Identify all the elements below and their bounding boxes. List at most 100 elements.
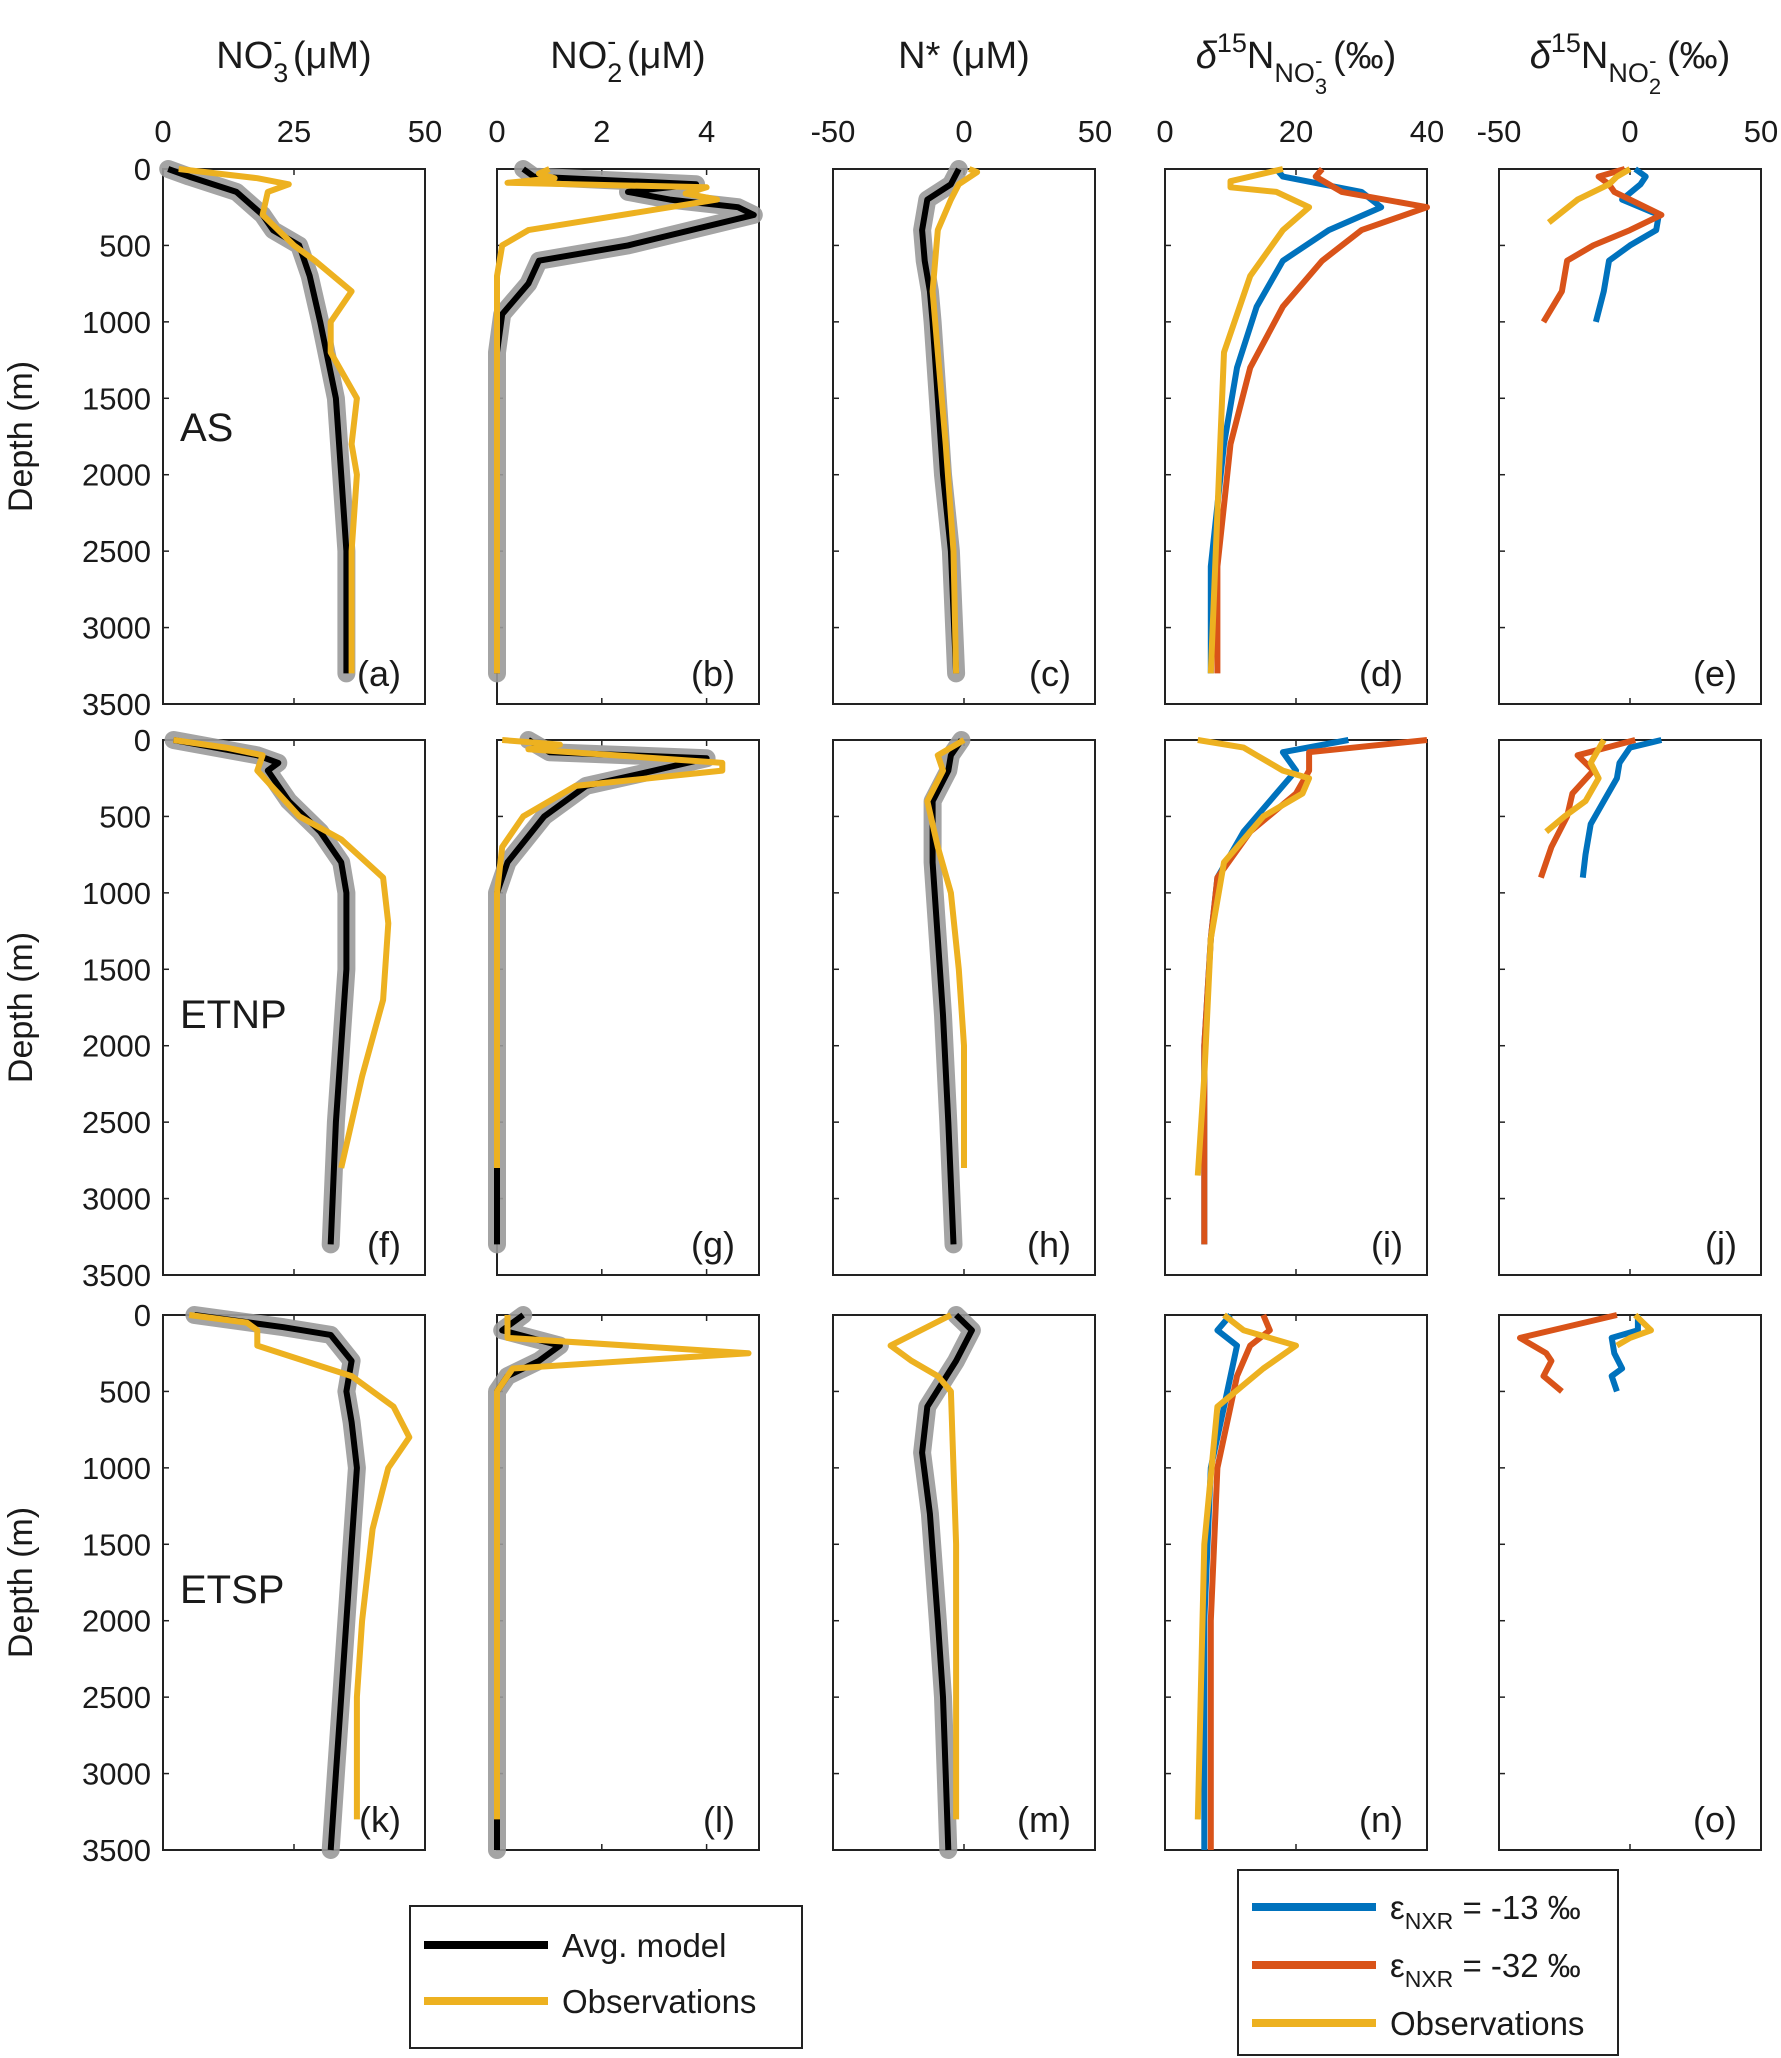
nxr-32-line xyxy=(1517,1312,1618,1394)
header-unit: (‰) xyxy=(1656,35,1730,77)
legend-sub: NXR xyxy=(1405,1966,1454,1992)
observations-line xyxy=(1207,166,1313,674)
header-superscript: - xyxy=(607,26,616,56)
nxr-13-line xyxy=(1207,167,1385,674)
nxr-32-line xyxy=(1538,737,1636,879)
legend-pre: Observations xyxy=(1390,2005,1584,2042)
header-subsup: - xyxy=(1649,48,1656,73)
panel-frame xyxy=(1498,168,1762,705)
column-headers: NO3- (μM) NO2- (μM) N* (μM) δ15NNO3- (‰) δ15… xyxy=(154,26,1778,149)
legend-label: Observations xyxy=(1390,2005,1584,2042)
panel-grid: (a) (b) (c) (d) (e) (f) (g) (h) (i) (j) (k) (l) (m) (… xyxy=(159,160,1762,1859)
header-base: NO xyxy=(216,35,273,77)
depth-tick-label: 2000 xyxy=(82,1029,151,1064)
x-tick-label: 4 xyxy=(698,114,715,149)
panel-l: (l) xyxy=(488,1306,760,1859)
depth-tick-label: 3500 xyxy=(82,1833,151,1868)
x-tick-label: 0 xyxy=(488,114,505,149)
panel-frame xyxy=(832,168,1096,705)
legend-pre: ε xyxy=(1390,1889,1405,1926)
observations-line xyxy=(1546,166,1632,225)
avg-model-line xyxy=(929,738,964,1245)
depth-tick-label: 1000 xyxy=(82,305,151,340)
panel-d: (d) xyxy=(1164,166,1430,705)
depth-tick-label: 1500 xyxy=(82,381,151,416)
x-tick-label: 50 xyxy=(408,114,442,149)
x-tick-label: -50 xyxy=(1477,114,1522,149)
depth-tick-label: 500 xyxy=(99,228,151,263)
depth-tick-label: 0 xyxy=(134,152,151,187)
panel-frame xyxy=(162,168,426,705)
panel-frame xyxy=(496,1314,760,1851)
panel-letter: (l) xyxy=(703,1799,735,1840)
header-n: N xyxy=(1581,35,1608,77)
header-sup-15: 15 xyxy=(1217,28,1247,58)
panel-frame xyxy=(1498,739,1762,1276)
depth-tick-label: 3000 xyxy=(82,611,151,646)
legend-label: εNXR = -32 ‰ xyxy=(1390,1947,1581,1992)
legend-nxr: εNXR = -13 ‰εNXR = -32 ‰Observations xyxy=(1237,1869,1619,2056)
panel-letter: (f) xyxy=(367,1224,401,1265)
x-tick-label: 2 xyxy=(593,114,610,149)
depth-tick-label: 1500 xyxy=(82,952,151,987)
panel-frame xyxy=(832,1314,1096,1851)
header-delta: δ xyxy=(1530,35,1552,77)
header-n: N xyxy=(1247,35,1274,77)
depth-tick-label: 2500 xyxy=(82,1105,151,1140)
panel-letter: (k) xyxy=(359,1799,401,1840)
depth-tick-label: 3500 xyxy=(82,687,151,722)
column-header-1: NO3- (μM) xyxy=(216,26,371,88)
depth-tick-label: 0 xyxy=(134,1298,151,1333)
legend-model-observations: Avg. model Observations xyxy=(409,1905,803,2049)
depth-tick-label: 500 xyxy=(99,1374,151,1409)
avg-model-line xyxy=(167,166,350,674)
header-delta: δ xyxy=(1196,35,1218,77)
legend-post: = -13 ‰ xyxy=(1453,1889,1580,1926)
x-tick-label: -50 xyxy=(811,114,856,149)
panel-k: (k) xyxy=(162,1306,426,1859)
header-unit: (μM) xyxy=(616,35,705,77)
panel-o: (o) xyxy=(1498,1312,1762,1851)
observations-line xyxy=(887,1312,960,1820)
header-sub-no: NO xyxy=(1608,58,1649,88)
legend-pre: ε xyxy=(1390,1947,1405,1984)
x-tick-label: 20 xyxy=(1279,114,1313,149)
y-axis-label: Depth (m) xyxy=(2,361,40,512)
x-tick-label: 0 xyxy=(1621,114,1638,149)
header-base: NO xyxy=(550,35,607,77)
header-subsub: 3 xyxy=(1315,74,1327,99)
observations-line xyxy=(1194,1312,1299,1820)
depth-tick-label: 2500 xyxy=(82,1680,151,1715)
nxr-13-line xyxy=(1201,1313,1240,1850)
nxr-32-line xyxy=(1540,166,1665,324)
header-sub-no: NO xyxy=(1274,58,1315,88)
observations-line xyxy=(1615,1312,1654,1349)
header-subsub: 2 xyxy=(1649,74,1661,99)
panel-letter: (c) xyxy=(1029,653,1071,694)
panel-letter: (b) xyxy=(691,653,735,694)
x-tick-label: 0 xyxy=(154,114,171,149)
legend-post: = -32 ‰ xyxy=(1453,1947,1580,1984)
panel-f: (f) xyxy=(162,731,426,1276)
panel-j: (j) xyxy=(1498,737,1762,1276)
x-tick-label: 40 xyxy=(1410,114,1444,149)
panel-n: (n) xyxy=(1164,1312,1428,1851)
legend-sub: NXR xyxy=(1405,1908,1454,1934)
observations-line xyxy=(188,1312,413,1820)
depth-tick-label: 0 xyxy=(134,723,151,758)
x-tick-label: 25 xyxy=(277,114,311,149)
panel-e: (e) xyxy=(1498,166,1762,705)
x-tick-label: 0 xyxy=(1156,114,1173,149)
y-axis-label: Depth (m) xyxy=(2,1507,40,1658)
avg-model-line xyxy=(193,1312,360,1851)
panel-letter: (g) xyxy=(691,1224,735,1265)
column-header-2: NO2- (μM) xyxy=(550,26,705,88)
panel-letter: (n) xyxy=(1359,1799,1403,1840)
region-label: AS xyxy=(180,406,233,450)
panel-letter: (d) xyxy=(1359,653,1403,694)
header-subscript: 3 xyxy=(273,58,288,88)
region-label: ETSP xyxy=(180,1568,284,1612)
panel-letter: (h) xyxy=(1027,1224,1071,1265)
panel-letter: (m) xyxy=(1017,1799,1071,1840)
observations-line xyxy=(1544,738,1607,835)
